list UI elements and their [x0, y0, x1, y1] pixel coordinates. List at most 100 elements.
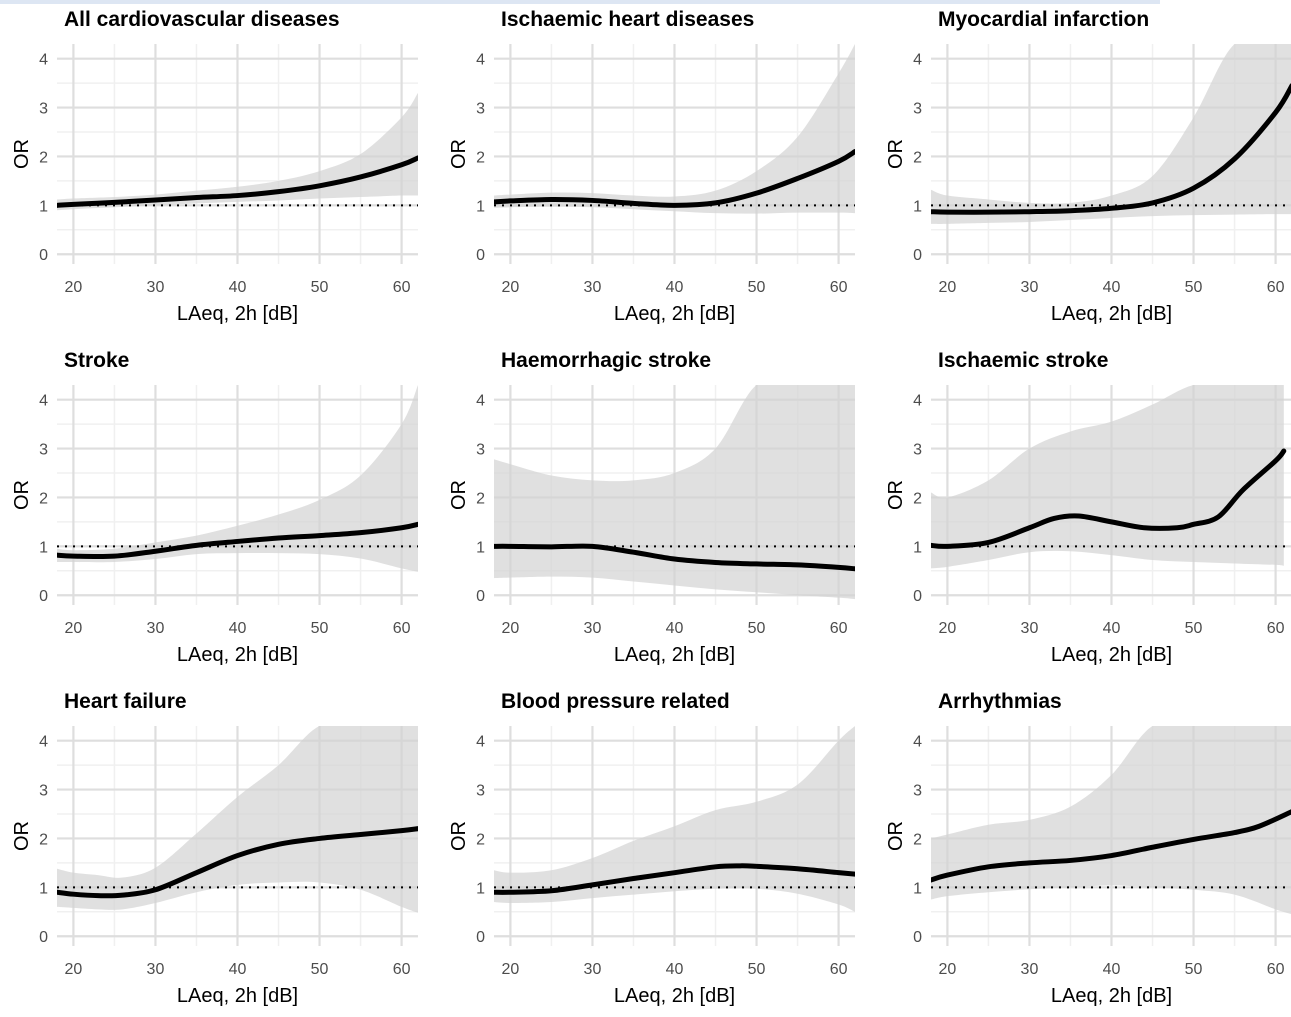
panel-title: All cardiovascular diseases: [64, 8, 340, 31]
y-tick-label: 2: [39, 490, 48, 507]
confidence-band: [931, 44, 1291, 224]
x-tick-label: 50: [311, 620, 329, 637]
or-curve: [494, 543, 855, 572]
chart-svg: 20 30 40 50 60 0 1 2 3 4 LAeq, 2h [dB] OR Heart fail…: [11, 690, 418, 1007]
y-axis-label: OR: [448, 480, 470, 510]
x-tick-label: 20: [502, 961, 520, 978]
y-tick-label: 0: [476, 588, 485, 605]
x-axis-label: LAeq, 2h [dB]: [614, 985, 735, 1007]
y-tick-label: 4: [913, 52, 922, 69]
panel-title: Stroke: [64, 349, 129, 372]
x-axis-label: LAeq, 2h [dB]: [177, 985, 298, 1007]
x-axis-label: LAeq, 2h [dB]: [614, 303, 735, 325]
chart-panel: 20 30 40 50 60 0 1 2 3 4 LAeq, 2h [dB] OR Ischaemic …: [437, 0, 857, 335]
x-tick-label: 60: [393, 961, 411, 978]
y-tick-label: 0: [913, 588, 922, 605]
confidence-band: [57, 726, 418, 913]
y-tick-label: 3: [476, 101, 485, 118]
y-tick-label: 3: [476, 442, 485, 459]
x-axis-label: LAeq, 2h [dB]: [1051, 644, 1172, 666]
y-tick-label: 0: [476, 929, 485, 946]
or-curve: [931, 809, 1291, 883]
y-axis-label: OR: [885, 821, 907, 851]
x-tick-label: 30: [147, 279, 165, 296]
y-tick-label: 1: [476, 539, 485, 556]
chart-panel: 20 30 40 50 60 0 1 2 3 4 LAeq, 2h [dB] OR Heart fail…: [0, 682, 420, 1017]
y-tick-label: 3: [913, 783, 922, 800]
y-axis-label: OR: [448, 139, 470, 169]
y-tick-label: 0: [913, 929, 922, 946]
y-axis-label: OR: [885, 139, 907, 169]
chart-panel: 20 30 40 50 60 0 1 2 3 4 LAeq, 2h [dB] OR Stroke: [0, 341, 420, 676]
x-tick-label: 60: [1267, 961, 1285, 978]
chart-svg: 20 30 40 50 60 0 1 2 3 4 LAeq, 2h [dB] OR Arrhythmia…: [885, 690, 1291, 1007]
y-axis-label: OR: [11, 821, 33, 851]
chart-panel: 20 30 40 50 60 0 1 2 3 4 LAeq, 2h [dB] OR Arrhythmia…: [874, 682, 1291, 1017]
x-tick-label: 40: [1103, 620, 1121, 637]
y-axis-label: OR: [11, 139, 33, 169]
plot-area: [494, 726, 855, 912]
x-tick-label: 50: [748, 620, 766, 637]
y-tick-label: 1: [476, 198, 485, 215]
panel-title: Haemorrhagic stroke: [501, 349, 711, 372]
or-curve: [57, 521, 418, 560]
y-tick-label: 0: [39, 247, 48, 264]
confidence-band: [57, 385, 418, 572]
x-tick-label: 40: [229, 279, 247, 296]
y-tick-label: 4: [913, 734, 922, 751]
chart-svg: 20 30 40 50 60 0 1 2 3 4 LAeq, 2h [dB] OR Ischaemic …: [448, 8, 855, 325]
x-tick-label: 40: [1103, 961, 1121, 978]
x-tick-label: 50: [1185, 961, 1203, 978]
x-tick-label: 40: [666, 961, 684, 978]
y-tick-label: 2: [913, 490, 922, 507]
chart-svg: 20 30 40 50 60 0 1 2 3 4 LAeq, 2h [dB] OR Myocardial…: [885, 8, 1291, 325]
x-tick-label: 30: [147, 961, 165, 978]
panel-title: Blood pressure related: [501, 690, 730, 713]
y-tick-label: 3: [39, 101, 48, 118]
plot-area: [494, 385, 855, 600]
plot-area: [57, 726, 418, 913]
plot-area: [494, 44, 855, 214]
y-tick-label: 2: [39, 149, 48, 166]
x-axis-label: LAeq, 2h [dB]: [1051, 985, 1172, 1007]
y-tick-label: 4: [39, 393, 48, 410]
top-strip: [0, 0, 1160, 4]
x-tick-label: 40: [229, 961, 247, 978]
x-tick-label: 50: [1185, 620, 1203, 637]
y-axis-label: OR: [885, 480, 907, 510]
x-tick-label: 30: [1021, 620, 1039, 637]
or-curve: [931, 448, 1287, 549]
chart-svg: 20 30 40 50 60 0 1 2 3 4 LAeq, 2h [dB] OR Haemorrhag…: [448, 349, 855, 666]
x-tick-label: 20: [939, 279, 957, 296]
x-tick-label: 20: [65, 620, 83, 637]
plot-area: [931, 726, 1291, 914]
x-axis-label: LAeq, 2h [dB]: [177, 303, 298, 325]
or-curve: [57, 155, 418, 208]
y-tick-label: 3: [913, 442, 922, 459]
chart-panel: 20 30 40 50 60 0 1 2 3 4 LAeq, 2h [dB] OR All cardio…: [0, 0, 420, 335]
y-tick-label: 4: [39, 734, 48, 751]
x-tick-label: 40: [666, 620, 684, 637]
x-tick-label: 40: [666, 279, 684, 296]
confidence-band: [57, 92, 418, 211]
y-tick-label: 1: [39, 198, 48, 215]
or-curve: [931, 83, 1291, 215]
chart-panel: 20 30 40 50 60 0 1 2 3 4 LAeq, 2h [dB] OR Haemorrhag…: [437, 341, 857, 676]
x-tick-label: 60: [393, 279, 411, 296]
y-tick-label: 0: [476, 247, 485, 264]
x-tick-label: 30: [1021, 961, 1039, 978]
x-tick-label: 30: [584, 279, 602, 296]
y-tick-label: 0: [39, 929, 48, 946]
x-tick-label: 40: [1103, 279, 1121, 296]
y-tick-label: 2: [476, 490, 485, 507]
confidence-band: [494, 44, 855, 214]
y-tick-label: 2: [476, 831, 485, 848]
chart-panel: 20 30 40 50 60 0 1 2 3 4 LAeq, 2h [dB] OR Ischaemic …: [874, 341, 1291, 676]
x-tick-label: 20: [939, 620, 957, 637]
y-tick-label: 1: [476, 880, 485, 897]
confidence-band: [931, 726, 1291, 914]
chart-svg: 20 30 40 50 60 0 1 2 3 4 LAeq, 2h [dB] OR All cardio…: [11, 8, 418, 325]
x-axis-label: LAeq, 2h [dB]: [614, 644, 735, 666]
x-tick-label: 50: [1185, 279, 1203, 296]
